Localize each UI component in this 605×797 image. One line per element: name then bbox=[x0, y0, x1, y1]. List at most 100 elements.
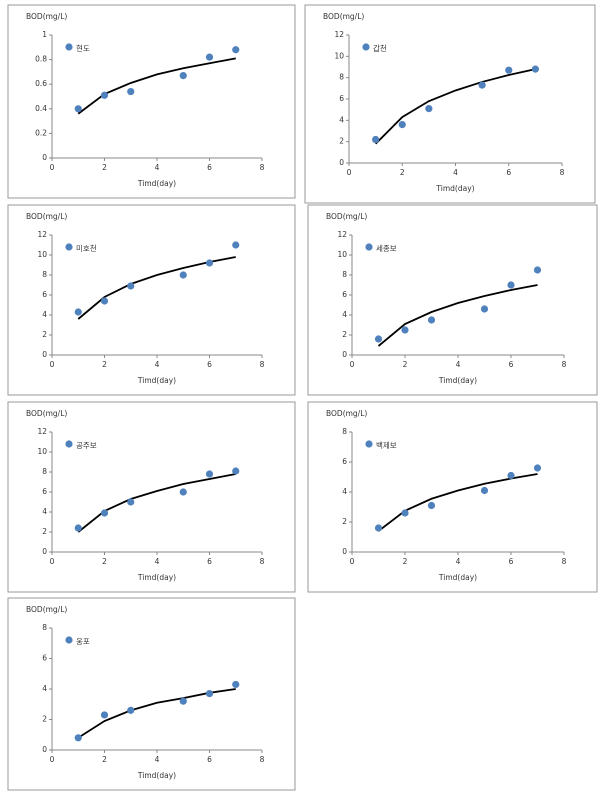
x-tick-label: 6 bbox=[506, 168, 511, 177]
y-tick-label: 4 bbox=[339, 115, 344, 124]
y-tick-label: 0 bbox=[342, 350, 347, 359]
x-tick-label: 2 bbox=[102, 557, 107, 566]
y-tick-label: 8 bbox=[42, 623, 47, 632]
x-tick-label: 8 bbox=[560, 168, 565, 177]
y-tick-label: 2 bbox=[342, 330, 347, 339]
panel-border bbox=[7, 597, 296, 791]
legend-label: 백제보 bbox=[376, 440, 397, 450]
x-tick-label: 4 bbox=[456, 557, 461, 566]
panel-border bbox=[307, 401, 598, 593]
y-axis-label: BOD(mg/L) bbox=[26, 605, 67, 614]
data-point bbox=[374, 335, 383, 343]
data-point bbox=[205, 53, 214, 61]
data-point bbox=[179, 697, 187, 705]
x-tick-label: 2 bbox=[400, 168, 405, 177]
data-point bbox=[480, 486, 489, 495]
data-point bbox=[507, 281, 515, 289]
legend-label: 미호천 bbox=[76, 243, 97, 253]
data-point bbox=[74, 308, 82, 316]
legend-marker bbox=[362, 43, 370, 51]
data-point bbox=[401, 326, 409, 334]
data-point bbox=[100, 297, 109, 305]
data-point bbox=[427, 316, 436, 324]
legend-label: 현도 bbox=[76, 44, 90, 53]
data-point bbox=[179, 488, 187, 496]
x-tick-label: 4 bbox=[456, 360, 461, 369]
x-tick-label: 8 bbox=[562, 557, 567, 566]
data-point bbox=[232, 241, 240, 249]
data-point bbox=[74, 524, 82, 532]
x-tick-label: 0 bbox=[50, 557, 55, 566]
y-tick-label: 6 bbox=[342, 457, 347, 466]
x-tick-label: 0 bbox=[350, 360, 355, 369]
x-tick-label: 2 bbox=[102, 163, 107, 172]
legend-marker bbox=[65, 243, 73, 251]
x-axis-label: Timd(day) bbox=[137, 179, 176, 188]
x-tick-label: 8 bbox=[260, 163, 265, 172]
y-tick-label: 12 bbox=[334, 30, 344, 39]
y-tick-label: 0 bbox=[42, 350, 47, 359]
legend-label: 세종보 bbox=[376, 244, 397, 253]
x-tick-label: 8 bbox=[260, 360, 265, 369]
y-tick-label: 6 bbox=[42, 487, 47, 496]
y-tick-label: 8 bbox=[339, 73, 344, 82]
panel-border bbox=[304, 4, 596, 204]
x-tick-label: 0 bbox=[50, 163, 55, 172]
data-point bbox=[533, 464, 542, 472]
x-tick-label: 4 bbox=[155, 557, 160, 566]
y-axis-label: BOD(mg/L) bbox=[26, 212, 67, 221]
legend-label: 공주보 bbox=[76, 441, 97, 450]
y-axis-label: BOD(mg/L) bbox=[326, 212, 367, 221]
y-tick-label: 1 bbox=[42, 30, 47, 39]
y-tick-label: 4 bbox=[342, 310, 347, 319]
data-point bbox=[205, 470, 214, 478]
data-point bbox=[179, 271, 187, 279]
x-tick-label: 6 bbox=[207, 557, 212, 566]
y-axis-label: BOD(mg/L) bbox=[326, 409, 367, 418]
trendline bbox=[374, 68, 536, 145]
x-tick-label: 6 bbox=[509, 557, 514, 566]
x-axis-label: Timd(day) bbox=[438, 376, 477, 385]
y-tick-label: 4 bbox=[342, 487, 347, 496]
data-point bbox=[205, 259, 214, 267]
data-point bbox=[127, 282, 135, 290]
y-tick-label: 0.8 bbox=[35, 55, 47, 64]
data-point bbox=[372, 135, 380, 144]
legend-marker bbox=[365, 243, 373, 251]
data-point bbox=[232, 46, 240, 54]
data-point bbox=[127, 498, 135, 506]
y-tick-label: 0 bbox=[42, 745, 47, 754]
x-tick-label: 8 bbox=[562, 360, 567, 369]
y-tick-label: 4 bbox=[42, 507, 47, 516]
y-tick-label: 8 bbox=[342, 427, 347, 436]
data-point bbox=[398, 121, 406, 129]
x-tick-label: 2 bbox=[102, 360, 107, 369]
x-tick-label: 6 bbox=[207, 755, 212, 764]
y-tick-label: 10 bbox=[337, 250, 347, 259]
x-tick-label: 0 bbox=[347, 168, 352, 177]
legend-marker bbox=[65, 440, 73, 448]
data-point bbox=[531, 65, 539, 73]
trendline bbox=[377, 284, 538, 347]
y-tick-label: 6 bbox=[42, 290, 47, 299]
y-tick-label: 8 bbox=[42, 270, 47, 279]
x-tick-label: 4 bbox=[155, 755, 160, 764]
panel-border bbox=[7, 204, 296, 396]
y-tick-label: 8 bbox=[42, 467, 47, 476]
y-tick-label: 8 bbox=[342, 270, 347, 279]
y-tick-label: 0 bbox=[42, 153, 47, 162]
data-point bbox=[100, 91, 109, 99]
y-tick-label: 12 bbox=[337, 230, 347, 239]
y-tick-label: 10 bbox=[37, 447, 47, 456]
y-tick-label: 0 bbox=[339, 158, 344, 167]
y-tick-label: 4 bbox=[42, 310, 47, 319]
x-tick-label: 4 bbox=[155, 163, 160, 172]
data-point bbox=[232, 467, 240, 475]
x-tick-label: 2 bbox=[403, 557, 408, 566]
y-tick-label: 2 bbox=[342, 517, 347, 526]
y-tick-label: 2 bbox=[42, 527, 47, 536]
data-point bbox=[478, 81, 486, 89]
data-point bbox=[74, 734, 82, 742]
y-tick-label: 6 bbox=[342, 290, 347, 299]
